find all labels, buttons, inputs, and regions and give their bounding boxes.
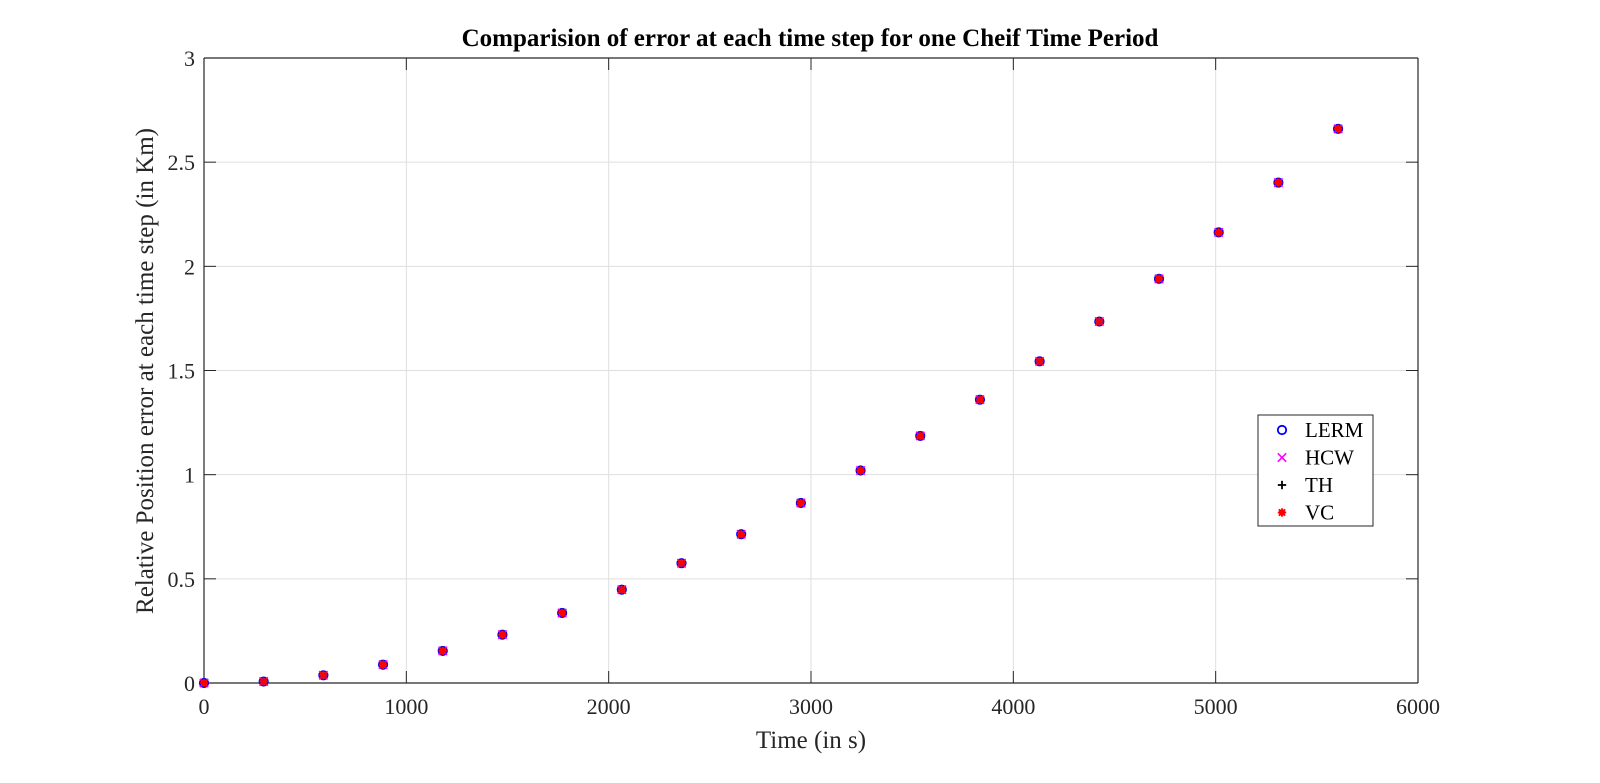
- x-tick-label: 1000: [384, 694, 428, 719]
- data-point-vc: [319, 671, 328, 680]
- data-point-vc: [1035, 357, 1044, 366]
- data-point-vc: [617, 585, 627, 594]
- legend-label: LERM: [1305, 418, 1364, 442]
- x-tick-label: 5000: [1194, 694, 1238, 719]
- data-point-vc: [378, 660, 388, 669]
- x-tick-labels: 0 1000 2000 3000 4000 5000 6000: [199, 694, 1441, 719]
- data-point-vc: [916, 431, 925, 441]
- data-point-vc: [259, 677, 268, 686]
- data-point-vc: [1274, 178, 1283, 187]
- legend-box: [1257, 414, 1374, 527]
- legend-label: HCW: [1305, 446, 1354, 470]
- data-point-vc: [736, 530, 746, 539]
- data-point-vc: [975, 395, 985, 404]
- data-markers: [198, 123, 1344, 689]
- data-point-vc: [1214, 228, 1223, 237]
- y-tick-label: 3: [184, 46, 195, 71]
- x-axis-label: Time (in s): [756, 727, 866, 754]
- x-tick-label: 4000: [991, 694, 1035, 719]
- legend-item-th: TH: [1277, 473, 1333, 497]
- y-tick-label: 2: [184, 254, 195, 279]
- series-vc: [199, 124, 1343, 688]
- legend-marker-hcw: [1277, 452, 1287, 463]
- y-tick-label: 1.5: [168, 359, 196, 384]
- data-point-vc: [438, 646, 447, 656]
- chart-title: Comparision of error at each time step f…: [462, 25, 1159, 52]
- data-point-vc: [1154, 274, 1164, 284]
- legend-item-hcw: HCW: [1277, 446, 1354, 470]
- legend-item-lerm: LERM: [1276, 418, 1364, 442]
- data-point-vc: [1333, 124, 1343, 134]
- data-point-vc: [796, 498, 806, 508]
- legend-item-vc: VC: [1277, 501, 1334, 525]
- y-tick-labels: 0 0.5 1 1.5 2 2.5 3: [168, 46, 196, 696]
- legend-label: TH: [1305, 473, 1333, 497]
- data-point-vc: [1095, 317, 1104, 326]
- ticks: [203, 57, 1419, 684]
- data-point-vc: [557, 608, 567, 618]
- legend-marker-vc: [1277, 508, 1287, 517]
- legend-marker-lerm: [1276, 424, 1288, 436]
- y-axis-label: Relative Position error at each time ste…: [132, 128, 159, 614]
- data-point-vc: [856, 466, 865, 475]
- y-tick-label: 1: [184, 463, 195, 488]
- legend-marker-th: [1277, 480, 1287, 490]
- x-tick-label: 3000: [789, 694, 833, 719]
- y-tick-label: 0: [184, 671, 195, 696]
- plot-area: [198, 57, 1419, 689]
- y-tick-label: 2.5: [168, 150, 196, 175]
- x-tick-label: 2000: [587, 694, 631, 719]
- legend-label: VC: [1305, 501, 1334, 525]
- data-point-vc: [199, 678, 209, 688]
- x-tick-label: 0: [199, 694, 210, 719]
- x-tick-label: 6000: [1396, 694, 1440, 719]
- y-tick-label: 0.5: [168, 567, 196, 592]
- data-point-vc: [498, 630, 507, 639]
- grid: [204, 58, 1418, 683]
- data-point-vc: [677, 559, 686, 568]
- legend: LERM HCW TH VC: [1257, 414, 1374, 527]
